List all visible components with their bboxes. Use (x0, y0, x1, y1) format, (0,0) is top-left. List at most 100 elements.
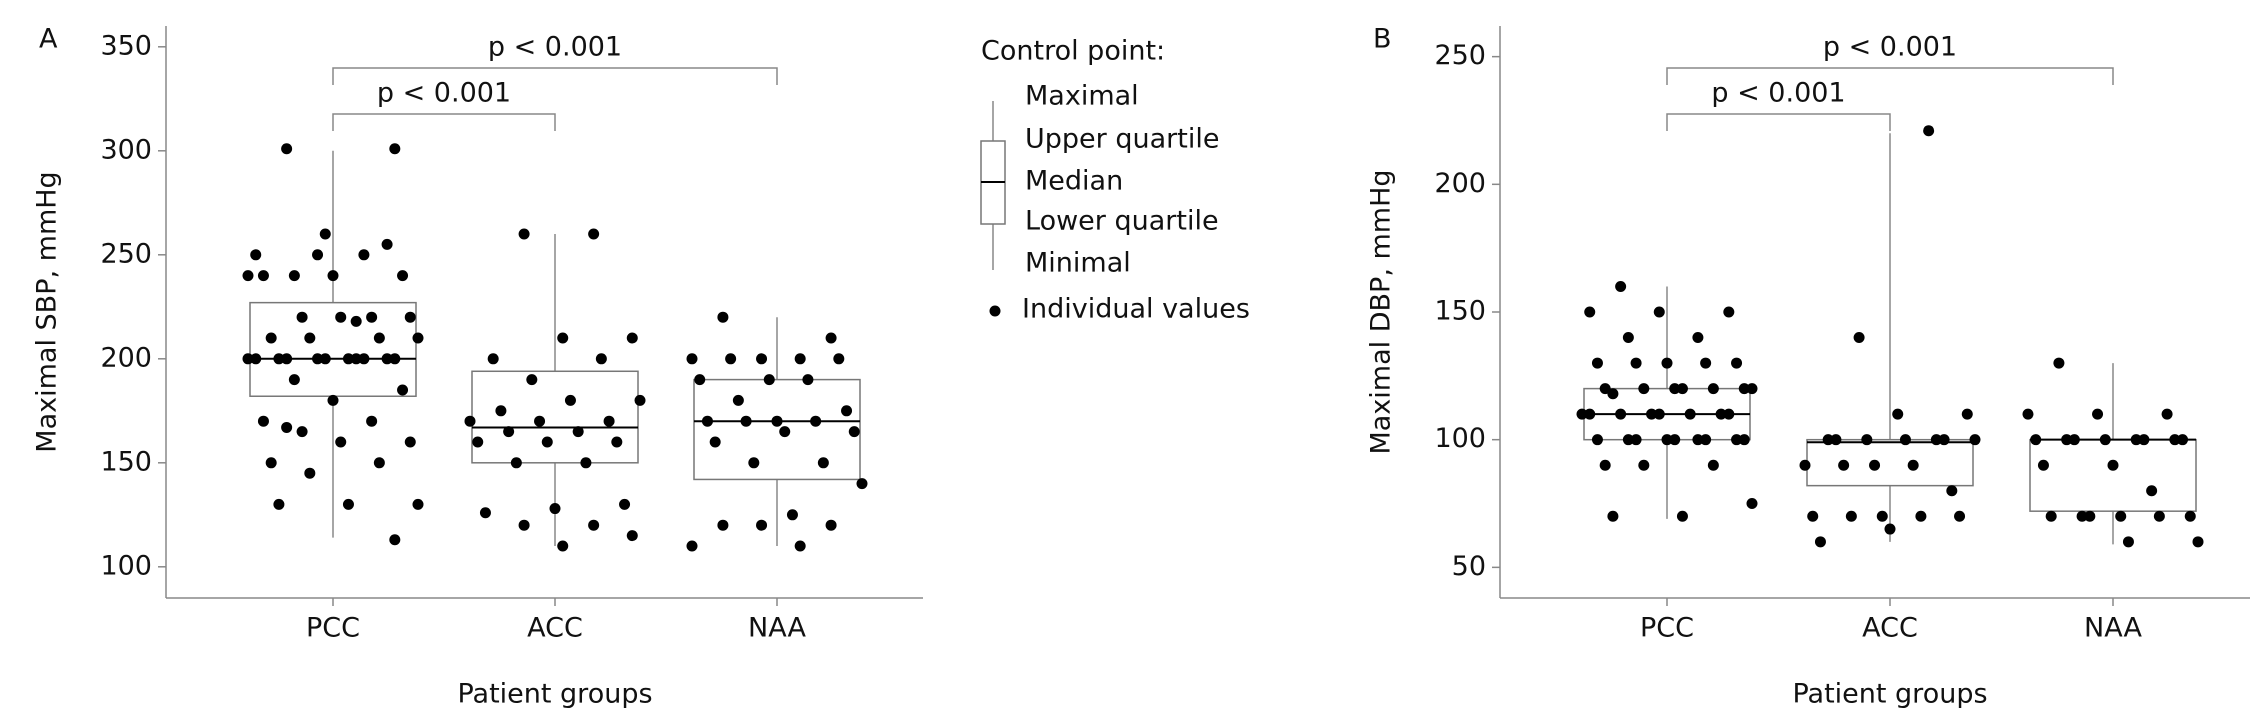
point (694, 374, 706, 386)
point (709, 436, 721, 448)
bracket (332, 67, 778, 85)
point (242, 270, 254, 282)
point (2045, 510, 2057, 522)
point (595, 353, 607, 365)
point (381, 238, 393, 250)
point (2053, 357, 2065, 369)
point (257, 270, 269, 282)
point (1814, 536, 1826, 548)
point (841, 405, 853, 417)
point (2115, 510, 2127, 522)
box (249, 301, 417, 397)
point (1969, 434, 1981, 446)
point (856, 478, 868, 490)
point (412, 332, 424, 344)
x-tick-label: ACC (1862, 613, 1918, 644)
point (358, 353, 370, 365)
point (1684, 408, 1696, 420)
point (817, 457, 829, 469)
point (250, 249, 262, 261)
box (471, 370, 639, 464)
point (397, 270, 409, 282)
point (281, 143, 293, 155)
point (626, 332, 638, 344)
point (725, 353, 737, 365)
box (2029, 438, 2197, 512)
legend-points: Individual values (1022, 294, 1250, 325)
legend-item: Median (1025, 166, 1123, 197)
y-axis-title: Maximal DBP, mmHg (1366, 169, 1397, 454)
point (717, 311, 729, 323)
point (257, 415, 269, 427)
point (373, 332, 385, 344)
point (756, 519, 768, 531)
point (312, 249, 324, 261)
point (1700, 434, 1712, 446)
point (1915, 510, 1927, 522)
point (2184, 510, 2196, 522)
point (1853, 332, 1865, 344)
point (389, 353, 401, 365)
point (1738, 383, 1750, 395)
point (296, 426, 308, 438)
point (1876, 510, 1888, 522)
point (1746, 383, 1758, 395)
point (541, 436, 553, 448)
point (1638, 459, 1650, 471)
point (1731, 434, 1743, 446)
point (1638, 383, 1650, 395)
box (693, 378, 861, 481)
point (288, 270, 300, 282)
point (833, 353, 845, 365)
point (510, 457, 522, 469)
point (1615, 280, 1627, 292)
point (1861, 434, 1873, 446)
point (825, 332, 837, 344)
x-tick-label: NAA (2084, 613, 2142, 644)
point (518, 519, 530, 531)
point (1607, 388, 1619, 400)
point (825, 519, 837, 531)
x-tick-label: NAA (748, 613, 806, 644)
x-axis-title: Patient groups (457, 679, 652, 710)
point (397, 384, 409, 396)
point (611, 436, 623, 448)
point (1576, 408, 1588, 420)
y-tick-label: 300 (100, 134, 152, 165)
point (273, 498, 285, 510)
point (335, 311, 347, 323)
point (557, 540, 569, 552)
point (1676, 383, 1688, 395)
point (242, 353, 254, 365)
point (1884, 523, 1896, 535)
point (794, 540, 806, 552)
x-tick-label: PCC (306, 613, 360, 644)
point (564, 394, 576, 406)
point (1615, 408, 1627, 420)
point (2068, 434, 2080, 446)
legend-title: Control point: (981, 36, 1165, 67)
point (342, 353, 354, 365)
point (381, 353, 393, 365)
y-tick-label: 100 (100, 550, 152, 581)
point (588, 519, 600, 531)
point (2146, 485, 2158, 497)
point (2076, 510, 2088, 522)
point (717, 519, 729, 531)
point (786, 509, 798, 521)
point (1700, 357, 1712, 369)
point (619, 498, 631, 510)
point (626, 530, 638, 542)
point (1630, 357, 1642, 369)
point (603, 415, 615, 427)
point (1869, 459, 1881, 471)
point (763, 374, 775, 386)
point (250, 353, 262, 365)
point (404, 436, 416, 448)
point (389, 534, 401, 546)
point (2177, 434, 2189, 446)
point (1923, 125, 1935, 137)
panel-label: A (39, 24, 58, 55)
point (1661, 357, 1673, 369)
point (1946, 485, 1958, 497)
